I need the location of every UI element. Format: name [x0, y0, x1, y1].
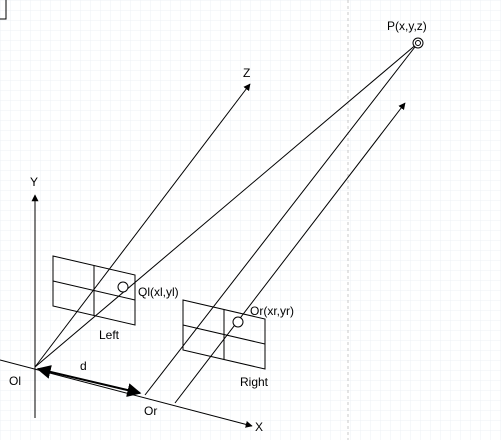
- baseline-label: d: [80, 359, 87, 373]
- y-axis-label: Y: [30, 175, 38, 189]
- point-p-marker: [412, 37, 424, 49]
- ray-left-to-p: [34, 42, 419, 368]
- baseline-arrow: [36, 365, 142, 397]
- right-image-plane: [182, 299, 266, 370]
- left-origin-label: Ol: [9, 374, 21, 388]
- right-origin-label: Or: [144, 404, 157, 418]
- point-p-label: P(x,y,z): [387, 19, 427, 33]
- left-projection-label: Ql(xl,yl): [138, 285, 179, 299]
- right-optical-axis: [174, 102, 406, 404]
- ray-right-to-p: [144, 42, 419, 396]
- z-axis-label: Z: [243, 66, 250, 80]
- x-axis-label: X: [255, 420, 263, 434]
- right-image-label: Right: [240, 375, 269, 389]
- corner-box-edge: [0, 0, 7, 20]
- right-projection-marker: [232, 316, 244, 328]
- right-projection-label: Or(xr,yr): [250, 304, 294, 318]
- left-image-plane: [52, 255, 136, 326]
- z-axis: [34, 83, 251, 368]
- left-projection-marker: [117, 281, 129, 293]
- left-image-label: Left: [99, 328, 120, 342]
